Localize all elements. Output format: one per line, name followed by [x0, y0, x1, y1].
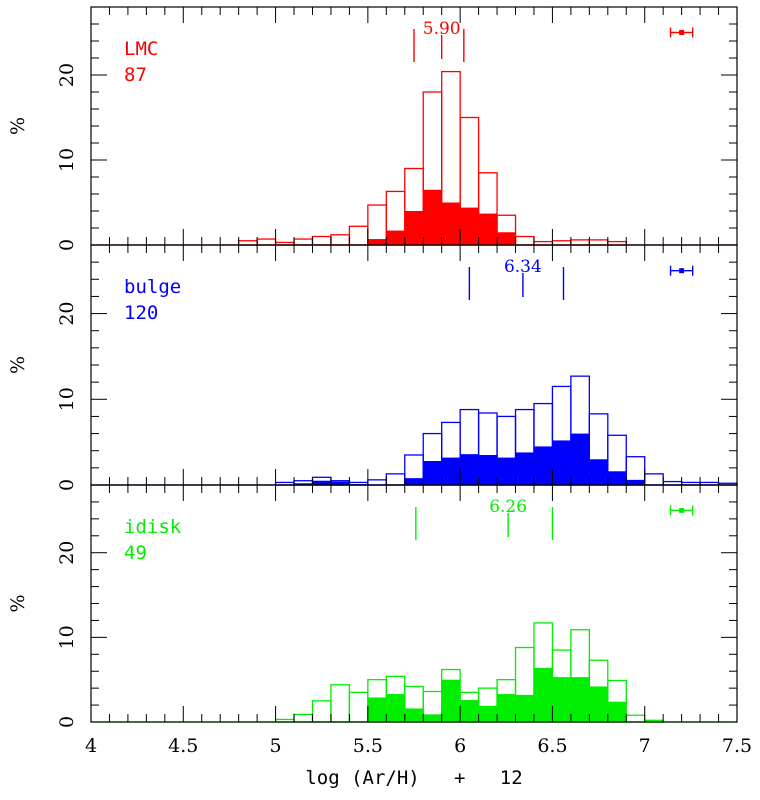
y-axis-title: %: [7, 117, 29, 135]
y-tick-label: 0: [56, 716, 78, 728]
filled-bar: [552, 677, 571, 722]
x-tick-label: 5: [270, 735, 282, 757]
histogram-bar: [348, 691, 369, 723]
filled-bar: [515, 452, 534, 485]
filled-bar: [497, 457, 516, 485]
x-tick-label: 6.5: [537, 735, 567, 757]
y-tick-label: 20: [56, 63, 78, 87]
filled-bar: [441, 679, 461, 722]
x-tick-label: 4: [85, 735, 97, 757]
filled-bar: [589, 686, 608, 722]
filled-bar: [386, 694, 405, 722]
filled-bar: [460, 207, 479, 245]
filled-bar: [607, 701, 627, 722]
histogram-bar: [367, 479, 387, 486]
histogram-bar: [293, 238, 314, 246]
histogram-bar: [348, 225, 369, 246]
y-axis-title: %: [7, 594, 29, 612]
filled-bar: [330, 481, 350, 485]
histogram-bar: [625, 714, 646, 723]
error-bar-point: [679, 268, 685, 274]
filled-bar: [497, 694, 516, 722]
x-tick-label: 7: [639, 735, 651, 757]
median-label: 6.34: [504, 257, 542, 277]
filled-bar: [478, 705, 498, 722]
histogram-bar: [311, 700, 332, 723]
histogram-bar: [644, 473, 664, 486]
y-axis-title: %: [7, 356, 29, 374]
sample-count: 87: [124, 64, 147, 86]
x-tick-label: 5.5: [353, 735, 383, 757]
histogram-bar: [570, 239, 590, 246]
y-tick-label: 10: [56, 148, 78, 172]
filled-bar: [367, 239, 387, 245]
filled-bar: [552, 440, 571, 485]
filled-bar: [404, 478, 424, 485]
filled-bar: [533, 446, 553, 485]
filled-bar: [570, 677, 590, 722]
y-tick-label: 0: [56, 239, 78, 251]
histogram-bar: [330, 234, 351, 246]
filled-bar: [367, 697, 387, 722]
error-bar-point: [679, 30, 685, 35]
histogram-bar: [293, 713, 314, 723]
filled-bar: [515, 694, 534, 722]
filled-bar: [404, 708, 424, 722]
y-tick-label: 10: [56, 387, 78, 411]
histogram-bar: [588, 239, 609, 246]
histogram-bar: [514, 235, 535, 246]
filled-bar: [478, 455, 498, 485]
x-tick-label: 7.5: [722, 735, 752, 757]
sample-count: 49: [124, 542, 147, 564]
filled-bar: [626, 479, 645, 485]
filled-bar: [533, 667, 553, 722]
panel-frame: [90, 244, 738, 486]
panel-label: idisk: [124, 516, 182, 538]
x-tick-label: 6: [454, 735, 466, 757]
y-tick-label: 0: [56, 479, 78, 491]
filled-bar: [570, 433, 590, 485]
filled-bar: [312, 480, 331, 485]
x-tick-label: 4.5: [168, 735, 198, 757]
filled-bar: [423, 714, 442, 722]
filled-bar: [607, 471, 627, 485]
median-label: 5.90: [423, 19, 461, 39]
filled-bar: [460, 454, 479, 485]
panel-idisk: 0 10 20% idisk 49 6.26: [7, 484, 738, 728]
panel-bulge: 0 10 20% bulge 120 6.34: [7, 244, 738, 491]
filled-bar: [404, 211, 424, 245]
filled-bar: [478, 213, 498, 245]
filled-bar: [441, 202, 461, 245]
error-bar-point: [679, 507, 685, 513]
filled-bar: [423, 189, 442, 245]
x-axis-title: log (Ar/H) + 12: [305, 767, 522, 789]
filled-bar: [589, 459, 608, 485]
filled-bar: [386, 230, 405, 245]
y-tick-label: 20: [56, 541, 78, 565]
histogram-bar: [311, 235, 332, 246]
histogram-bar: [256, 238, 277, 246]
median-label: 6.26: [489, 497, 527, 517]
panel-label: bulge: [124, 276, 181, 298]
histogram-bar: [330, 684, 351, 723]
x-axis: log (Ar/H) + 12 4 4.5 5 5.5 6 6.5 7 7.5: [85, 735, 752, 789]
panel-LMC: 0 10 20% LMC 87 5.90: [7, 6, 738, 251]
y-tick-label: 20: [56, 301, 78, 325]
filled-bar: [423, 461, 442, 485]
histogram-bar: [385, 473, 406, 486]
filled-bar: [497, 232, 516, 245]
filled-bar: [441, 457, 461, 485]
panels-group: 0 10 20% LMC 87 5.90 0 10 20% bulge 120 6.34 0 10 20% i…: [7, 6, 738, 728]
histogram-bar: [367, 204, 387, 246]
y-tick-label: 10: [56, 625, 78, 649]
panel-label: LMC: [124, 38, 158, 60]
filled-bar: [294, 483, 313, 485]
sample-count: 120: [124, 302, 158, 324]
filled-bar: [460, 699, 479, 722]
